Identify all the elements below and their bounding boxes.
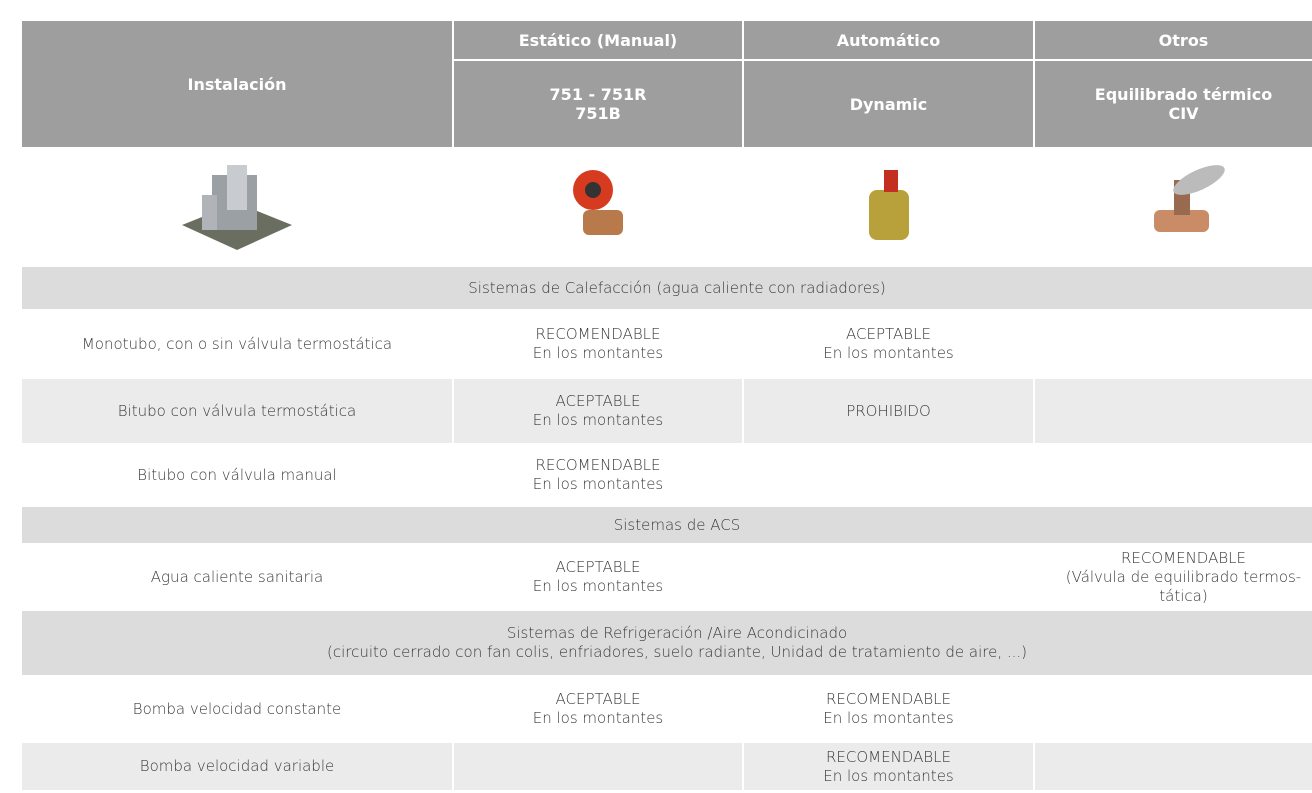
row-label: Bomba velocidad variable: [20, 741, 454, 792]
cell: [1033, 675, 1312, 743]
cell: RECOMENDABLE En los montantes: [452, 443, 744, 507]
valve-icon: [573, 169, 623, 235]
row-label: Bitubo con válvula manual: [20, 443, 454, 507]
cell: RECOMENDABLE En los montantes: [742, 741, 1035, 792]
cell: [1033, 741, 1312, 792]
cell: [1033, 309, 1312, 379]
row-label: Monotubo, con o sin válvula termostática: [20, 309, 454, 379]
cell: [1033, 377, 1312, 445]
data-row: Monotubo, con o sin válvula termostática…: [20, 309, 1312, 379]
group: Estático (Manual): [452, 19, 744, 61]
section-title: Sistemas de ACS: [20, 505, 1312, 545]
valve-icon: [1153, 164, 1225, 232]
model: Dynamic: [742, 59, 1035, 149]
cell: [742, 443, 1035, 507]
cell: RECOMENDABLE (Válvula de equilibrado ter…: [1033, 543, 1312, 611]
building-icon: [182, 164, 292, 250]
data-row: Bomba velocidad constante ACEPTABLE En lo…: [20, 675, 1312, 743]
data-row: Bitubo con válvula termostática ACEPTABLE…: [20, 377, 1312, 445]
row-label: Bomba velocidad constante: [20, 675, 454, 743]
section-row: Sistemas de Calefacción (agua caliente c…: [20, 265, 1312, 311]
cell: [1033, 443, 1312, 507]
cell: ACEPTABLE En los montantes: [452, 675, 744, 743]
group: Automático: [742, 19, 1035, 61]
section-title: Sistemas de Calefacción (agua caliente c…: [20, 265, 1312, 311]
row-label: Bitubo con válvula termostática: [20, 377, 454, 445]
section-row: Sistemas de Refrigeración /Aire Acondici…: [20, 609, 1312, 677]
cell: [452, 741, 744, 792]
valve-icon: [868, 169, 909, 240]
header-title: Instalación: [20, 19, 454, 149]
model: 751 - 751R 751B: [452, 59, 744, 149]
table: Instalación Estático (Manual) Automático…: [20, 19, 1312, 792]
row-label: Agua caliente sanitaria: [20, 543, 454, 611]
cell: ACEPTABLE En los montantes: [742, 309, 1035, 379]
section-row: Sistemas de ACS: [20, 505, 1312, 545]
group: Otros: [1033, 19, 1312, 61]
cell: RECOMENDABLE En los montantes: [742, 675, 1035, 743]
cell: PROHIBIDO: [742, 377, 1035, 445]
cell: ACEPTABLE En los montantes: [452, 377, 744, 445]
cell: RECOMENDABLE En los montantes: [452, 309, 744, 379]
cell: [742, 543, 1035, 611]
data-row: Agua caliente sanitaria ACEPTABLE En los …: [20, 543, 1312, 611]
model: Equilibrado térmico CIV: [1033, 59, 1312, 149]
data-row: Bomba velocidad variable RECOMENDABLE En …: [20, 741, 1312, 792]
data-row: Bitubo con válvula manual RECOMENDABLE En…: [20, 443, 1312, 507]
cell: ACEPTABLE En los montantes: [452, 543, 744, 611]
section-title: Sistemas de Refrigeración /Aire Acondici…: [20, 609, 1312, 677]
image-row: [20, 147, 1312, 267]
